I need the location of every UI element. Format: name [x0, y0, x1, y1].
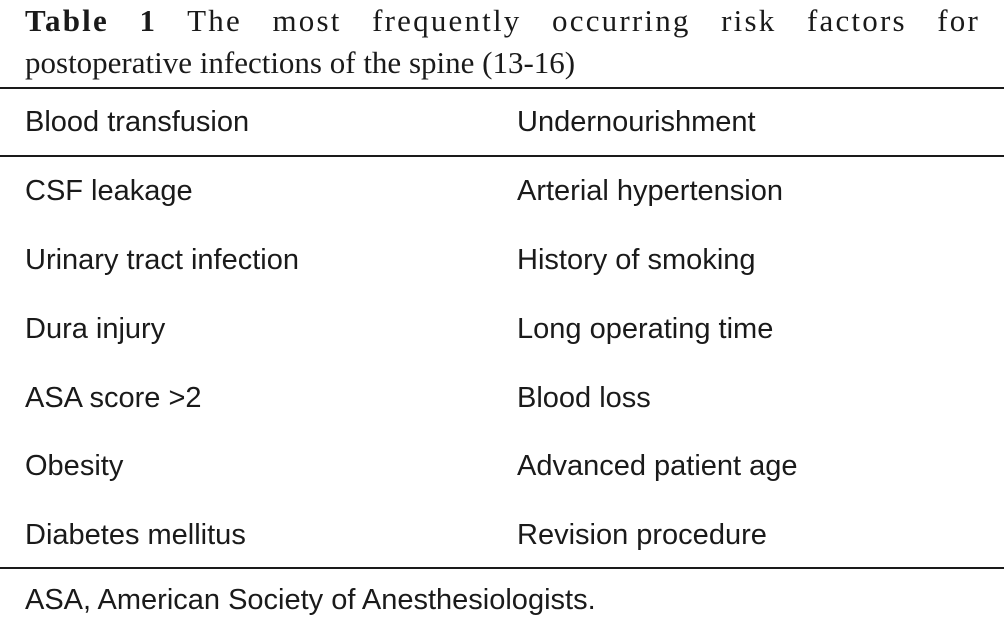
header-cell-left: Blood transfusion — [25, 106, 250, 138]
table-caption: Table 1 The most frequently occurring ri… — [25, 0, 980, 84]
table-cell: Dura injury — [25, 313, 166, 345]
header-cell-right: Undernourishment — [517, 106, 756, 138]
caption-line-1: Table 1 The most frequently occurring ri… — [25, 0, 980, 42]
table-cell: Advanced patient age — [517, 450, 798, 482]
table-cell: Arterial hypertension — [517, 175, 783, 207]
table-cell: Urinary tract infection — [25, 244, 299, 276]
table-cell: Obesity — [25, 450, 124, 482]
table-cell: Long operating time — [517, 313, 774, 345]
table-header-rule — [0, 155, 1004, 157]
caption-title-start: The most frequently occurring risk facto… — [187, 3, 981, 38]
table-cell: ASA score >2 — [25, 382, 202, 414]
table-cell: Blood loss — [517, 382, 651, 414]
table-cell: History of smoking — [517, 244, 756, 276]
table-cell: CSF leakage — [25, 175, 193, 207]
table-footnote: ASA, American Society of Anesthesiologis… — [25, 584, 596, 616]
table-cell: Diabetes mellitus — [25, 519, 246, 551]
table-top-rule — [0, 87, 1004, 89]
table-bottom-rule — [0, 567, 1004, 569]
caption-line-2: postoperative infections of the spine (1… — [25, 45, 576, 80]
table-label: Table 1 — [25, 3, 158, 38]
table-cell: Revision procedure — [517, 519, 767, 551]
